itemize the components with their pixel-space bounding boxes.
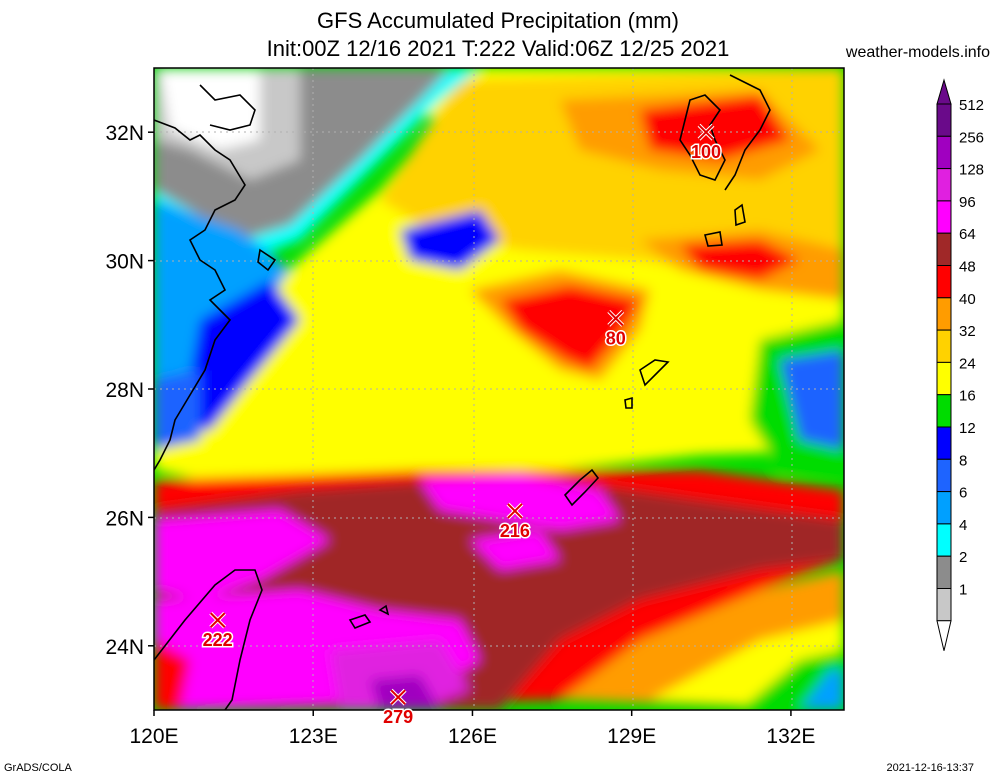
chart-subtitle: Init:00Z 12/16 2021 T:222 Valid:06Z 12/2…: [266, 36, 730, 61]
precip-max-label: 222: [203, 630, 233, 650]
colorbar-swatch: [936, 458, 952, 493]
footer-grads: GrADS/COLA: [4, 762, 72, 774]
colorbar-label: 512: [959, 97, 984, 114]
axis-ticks: 32N 30N 28N 26N 24N 120E 123E 126E 129E 132E: [105, 122, 815, 748]
site-label: weather-models.info: [845, 44, 990, 61]
lat-label: 24N: [105, 636, 144, 659]
colorbar-swatch: [936, 103, 952, 137]
precip-max-label: 279: [383, 707, 413, 727]
colorbar-label: 24: [959, 355, 976, 372]
colorbar-label: 4: [959, 517, 967, 534]
colorbar-swatch: [936, 361, 952, 396]
lat-label: 28N: [105, 379, 144, 402]
colorbar-label: 64: [959, 226, 976, 243]
colorbar-label: 128: [959, 162, 984, 179]
precip-max-label: 216: [500, 521, 530, 541]
colorbar-swatch: [936, 297, 952, 331]
colorbar-swatch: [936, 200, 952, 234]
colorbar-bottom-arrow: [936, 620, 952, 651]
colorbar-label: 8: [959, 452, 967, 469]
lon-label: 123E: [289, 725, 338, 748]
lat-label: 26N: [105, 507, 144, 530]
lat-label: 32N: [105, 122, 144, 145]
colorbar-swatch: [936, 265, 952, 299]
precip-max-label: 100: [691, 142, 721, 162]
colorbar-swatch: [936, 523, 952, 557]
precip-max-marker: 222: [201, 611, 234, 652]
precip-max-marker: 80: [604, 309, 627, 350]
colorbar-swatch: [936, 426, 952, 460]
lon-label: 126E: [448, 725, 497, 748]
precip-max-marker: 216: [498, 502, 531, 542]
colorbar-top-arrow: [936, 78, 952, 105]
colorbar-swatch: [936, 135, 952, 170]
chart-title: GFS Accumulated Precipitation (mm): [317, 8, 679, 33]
precip-max-marker: 279: [382, 688, 415, 729]
precip-max-marker: 100: [689, 123, 723, 164]
precip-field: [154, 68, 844, 710]
colorbar-swatch: [936, 232, 952, 266]
colorbar-swatch: [936, 168, 952, 202]
maxima-markers: 100 80 216 222 279: [201, 123, 723, 729]
footer-timestamp: 2021-12-16-13:37: [886, 762, 974, 774]
colorbar-label: 40: [959, 291, 976, 308]
colorbar-label: 12: [959, 420, 976, 437]
colorbar-label: 6: [959, 485, 967, 502]
precip-max-label: 80: [606, 328, 626, 348]
colorbar-label: 96: [959, 194, 976, 211]
colorbar-swatch: [936, 394, 952, 428]
lat-label: 30N: [105, 251, 144, 274]
colorbar-label: 16: [959, 388, 976, 405]
lon-label: 132E: [766, 725, 815, 748]
colorbar-label: 256: [959, 129, 984, 146]
colorbar-swatch: [936, 491, 952, 525]
colorbar-label: 1: [959, 582, 967, 599]
colorbar-swatch: [936, 329, 952, 363]
colorbar-label: 32: [959, 323, 976, 340]
colorbar-label: 2: [959, 549, 967, 566]
coastlines: [154, 74, 771, 710]
gridlines: [154, 68, 844, 710]
colorbar-label: 48: [959, 259, 976, 276]
colorbar-swatch: [936, 588, 952, 622]
lon-label: 120E: [129, 725, 178, 748]
colorbar-swatch: [936, 555, 952, 590]
lon-label: 129E: [607, 725, 656, 748]
